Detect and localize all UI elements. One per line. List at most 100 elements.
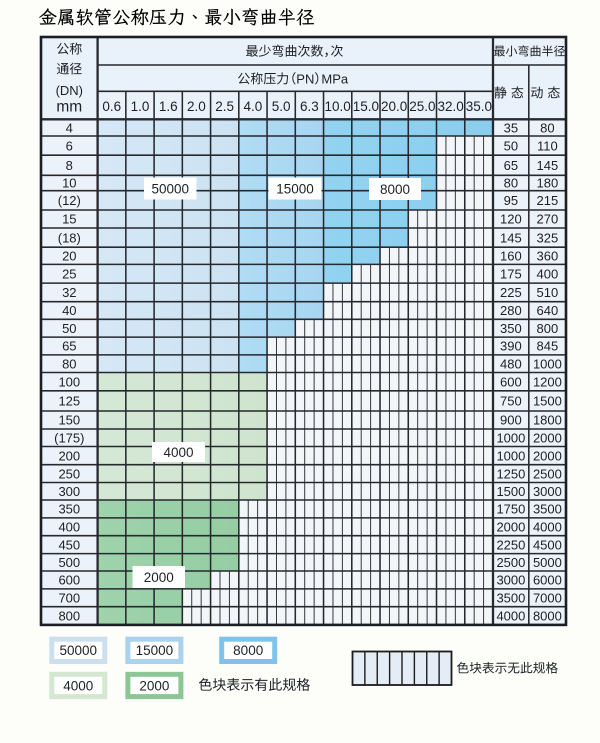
svg-text:8000: 8000 [533,609,562,624]
svg-text:80: 80 [62,356,76,371]
svg-text:800: 800 [537,321,559,336]
svg-text:4000: 4000 [496,609,525,624]
svg-text:2000: 2000 [533,448,562,463]
svg-text:7000: 7000 [533,591,562,606]
svg-text:400: 400 [537,266,559,281]
svg-text:2000: 2000 [533,430,562,445]
svg-text:8000: 8000 [233,643,263,658]
svg-text:20.0: 20.0 [381,99,407,114]
svg-text:350: 350 [500,321,522,336]
svg-text:1200: 1200 [533,374,562,389]
svg-text:15000: 15000 [276,181,314,196]
svg-text:2500: 2500 [533,466,562,481]
svg-text:25: 25 [62,266,76,281]
svg-text:5.0: 5.0 [272,99,291,114]
svg-text:1800: 1800 [533,413,562,428]
svg-text:150: 150 [58,413,80,428]
svg-text:640: 640 [537,303,559,318]
svg-text:390: 390 [500,339,522,354]
svg-text:4000: 4000 [163,445,193,460]
svg-text:4000: 4000 [533,520,562,535]
svg-text:3500: 3500 [496,591,525,606]
svg-text:15000: 15000 [136,643,174,658]
svg-text:1000: 1000 [533,356,562,371]
svg-text:(18): (18) [58,230,81,245]
svg-text:2.5: 2.5 [215,99,234,114]
svg-text:3000: 3000 [496,573,525,588]
svg-text:20: 20 [62,249,76,264]
svg-text:35.0: 35.0 [466,99,492,114]
svg-text:1500: 1500 [496,484,525,499]
svg-text:32.0: 32.0 [437,99,463,114]
svg-text:450: 450 [58,537,80,552]
svg-text:25.0: 25.0 [409,99,435,114]
svg-text:1000: 1000 [496,448,525,463]
svg-text:2250: 2250 [496,537,525,552]
svg-text:750: 750 [500,394,522,409]
svg-text:700: 700 [58,591,80,606]
svg-text:110: 110 [537,138,558,153]
svg-text:3500: 3500 [533,502,562,517]
svg-text:15: 15 [62,212,76,227]
svg-text:215: 215 [537,193,559,208]
svg-text:4.0: 4.0 [244,99,263,114]
svg-text:5000: 5000 [533,555,562,570]
svg-text:360: 360 [537,249,559,264]
svg-text:250: 250 [58,466,80,481]
svg-text:50: 50 [504,138,518,153]
svg-text:600: 600 [58,573,80,588]
svg-text:35: 35 [504,120,518,135]
svg-text:350: 350 [58,502,80,517]
svg-text:600: 600 [500,374,522,389]
svg-text:145: 145 [537,158,559,173]
svg-text:6000: 6000 [533,573,562,588]
svg-text:95: 95 [504,193,518,208]
svg-text:50000: 50000 [60,643,98,658]
svg-text:1.6: 1.6 [159,99,178,114]
svg-text:6.3: 6.3 [300,99,319,114]
svg-text:225: 225 [500,285,522,300]
svg-text:(175): (175) [54,430,84,445]
svg-text:175: 175 [500,266,522,281]
svg-text:125: 125 [58,394,80,409]
svg-text:510: 510 [537,285,559,300]
svg-text:MPa: MPa [321,71,349,86]
svg-text:400: 400 [58,520,80,535]
svg-text:2.0: 2.0 [187,99,206,114]
svg-text:2000: 2000 [139,678,169,693]
svg-text:(DN): (DN) [56,83,83,98]
svg-text:180: 180 [537,176,559,191]
svg-text:900: 900 [500,413,522,428]
svg-text:32: 32 [62,285,76,300]
svg-text:145: 145 [500,230,522,245]
svg-text:120: 120 [500,212,522,227]
svg-text:2000: 2000 [144,570,174,585]
svg-text:100: 100 [58,374,80,389]
svg-text:(12): (12) [58,193,81,208]
svg-text:280: 280 [500,303,522,318]
svg-text:2000: 2000 [496,520,525,535]
svg-text:3000: 3000 [533,484,562,499]
svg-text:800: 800 [58,609,80,624]
svg-text:1500: 1500 [533,394,562,409]
svg-text:8000: 8000 [380,182,410,197]
svg-text:300: 300 [58,484,80,499]
svg-text:1.0: 1.0 [131,99,150,114]
svg-text:50000: 50000 [151,181,189,196]
svg-text:1250: 1250 [496,466,525,481]
svg-text:845: 845 [537,339,559,354]
svg-text:270: 270 [537,212,559,227]
svg-text:4: 4 [66,120,73,135]
svg-text:40: 40 [62,303,76,318]
svg-text:160: 160 [500,249,522,264]
svg-text:4000: 4000 [63,678,93,693]
svg-text:1000: 1000 [496,430,525,445]
svg-text:65: 65 [62,339,76,354]
svg-text:15.0: 15.0 [353,99,379,114]
svg-text:2500: 2500 [496,555,525,570]
svg-text:0.6: 0.6 [102,99,121,114]
svg-text:200: 200 [58,448,80,463]
svg-text:80: 80 [540,120,554,135]
svg-text:1750: 1750 [496,502,525,517]
svg-text:80: 80 [504,176,518,191]
